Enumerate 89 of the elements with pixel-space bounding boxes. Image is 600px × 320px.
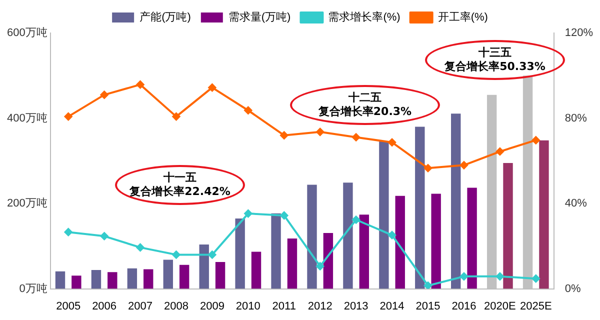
x-tick-label: 2009 bbox=[200, 300, 224, 312]
point bbox=[100, 90, 108, 99]
point bbox=[388, 138, 396, 146]
annotation: 十三五 bbox=[478, 46, 512, 60]
x-tick-label: 2020E bbox=[484, 300, 516, 312]
y2-tick-label: 0% bbox=[564, 282, 581, 295]
bar bbox=[395, 196, 405, 289]
oval-outline: 十二五 复合增长率20.3% bbox=[290, 85, 440, 125]
x-tick-label: 2025E bbox=[520, 300, 552, 312]
bar bbox=[235, 218, 245, 289]
point bbox=[280, 211, 288, 220]
bar bbox=[55, 271, 66, 289]
point bbox=[496, 148, 504, 156]
x-tick-label: 2007 bbox=[128, 300, 153, 312]
x-tick-label: 2015 bbox=[416, 300, 440, 312]
point bbox=[64, 112, 72, 121]
bar bbox=[359, 214, 370, 289]
y2-tick-label: 80% bbox=[564, 112, 588, 124]
annotation: 复合增长率22.42% bbox=[130, 185, 230, 199]
y-tick-label: 600万吨 bbox=[6, 26, 48, 40]
bar bbox=[163, 260, 173, 289]
legend-label: 需求量(万吨) bbox=[228, 10, 291, 24]
x-tick-label: 2011 bbox=[272, 300, 296, 312]
oval-outline: 十一五 复合增长率22.42% bbox=[115, 165, 245, 205]
point bbox=[136, 243, 144, 252]
point bbox=[172, 112, 180, 121]
point bbox=[532, 136, 540, 144]
annotation: 复合增长率50.33% bbox=[444, 60, 546, 74]
point bbox=[172, 250, 180, 259]
y-tick-label: 0万吨 bbox=[19, 282, 48, 295]
bar bbox=[451, 114, 461, 289]
bar bbox=[127, 268, 138, 289]
oval-outline: 十三五 复合增长率50.33% bbox=[425, 40, 565, 80]
bar bbox=[539, 140, 549, 289]
bar bbox=[307, 184, 317, 289]
x-tick-label: 2010 bbox=[236, 300, 260, 312]
point bbox=[280, 131, 288, 140]
bar bbox=[379, 141, 389, 289]
x-tick-label: 2016 bbox=[452, 300, 476, 312]
bar bbox=[215, 262, 226, 289]
point bbox=[244, 210, 252, 218]
bar bbox=[144, 269, 154, 289]
bar bbox=[467, 188, 477, 289]
annotation: 复合增长率20.3% bbox=[318, 105, 412, 119]
y2-tick-label: 40% bbox=[564, 198, 588, 210]
x-tick-label: 2008 bbox=[164, 300, 188, 312]
point bbox=[208, 84, 216, 92]
legend-label: 产能(万吨) bbox=[140, 10, 191, 24]
point bbox=[460, 161, 468, 170]
x-tick-label: 2005 bbox=[56, 300, 81, 312]
bar bbox=[287, 238, 298, 289]
bar bbox=[179, 264, 190, 289]
bar bbox=[108, 272, 118, 289]
legend-label: 需求增长率(%) bbox=[328, 10, 400, 24]
bar bbox=[91, 270, 102, 289]
point bbox=[424, 282, 432, 289]
annotation: 十一五 bbox=[164, 171, 196, 185]
x-tick-label: 2012 bbox=[308, 300, 332, 312]
y2-tick-label: 120% bbox=[564, 27, 594, 40]
bar bbox=[251, 252, 262, 289]
x-tick-label: 2006 bbox=[92, 300, 117, 312]
point bbox=[208, 250, 216, 259]
point bbox=[244, 106, 252, 114]
x-tick-label: 2014 bbox=[380, 300, 404, 312]
bar bbox=[72, 276, 82, 289]
bar bbox=[431, 194, 441, 289]
bar bbox=[415, 126, 425, 289]
point bbox=[424, 164, 432, 172]
point bbox=[352, 216, 360, 224]
point bbox=[316, 128, 324, 136]
y-tick-label: 400万吨 bbox=[6, 111, 48, 124]
point bbox=[316, 262, 324, 270]
point bbox=[64, 228, 72, 236]
bar bbox=[199, 244, 209, 289]
legend-label: 开工率(%) bbox=[438, 10, 488, 24]
annotation: 十二五 bbox=[348, 91, 382, 105]
x-tick-label: 2013 bbox=[344, 300, 368, 312]
bar bbox=[323, 232, 334, 289]
bar bbox=[503, 163, 513, 289]
point bbox=[352, 133, 360, 142]
bar bbox=[271, 213, 281, 289]
point bbox=[532, 274, 540, 283]
point bbox=[100, 232, 108, 240]
point bbox=[136, 80, 144, 89]
point bbox=[460, 272, 468, 280]
bar bbox=[343, 182, 353, 289]
point bbox=[496, 272, 504, 280]
y-tick-label: 200万吨 bbox=[6, 196, 48, 210]
point bbox=[388, 231, 396, 240]
